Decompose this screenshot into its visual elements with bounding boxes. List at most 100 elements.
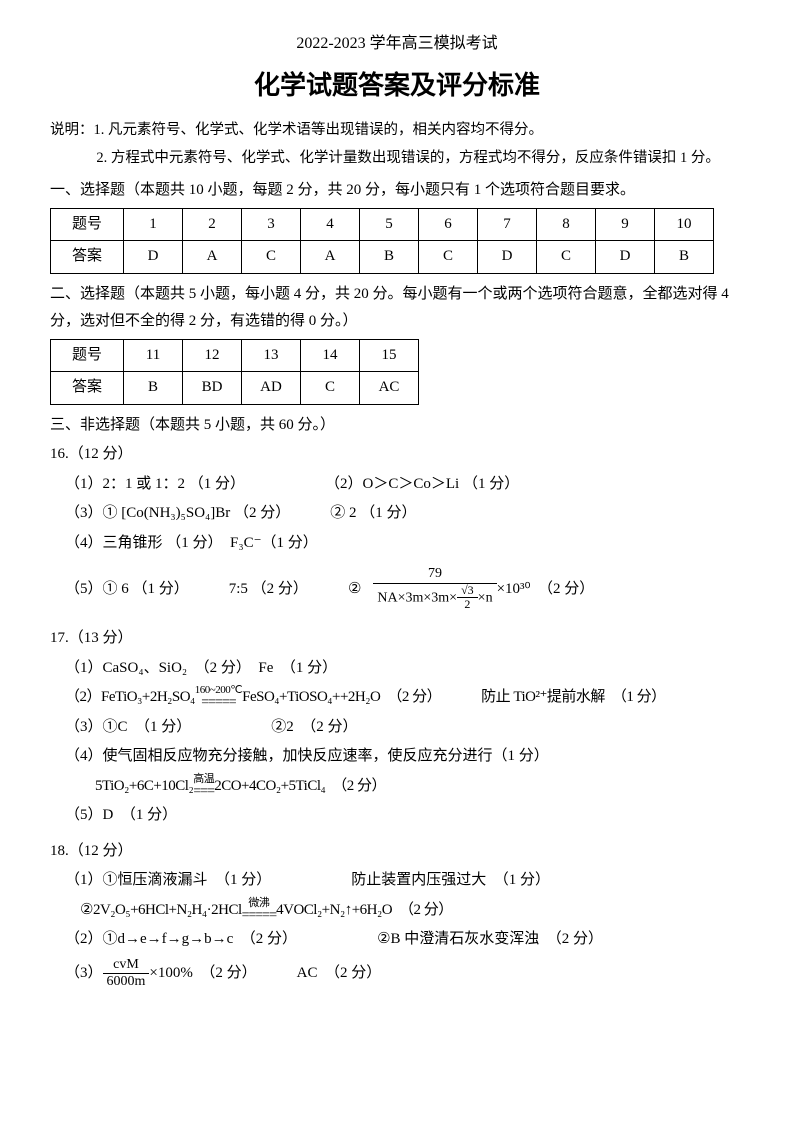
q17-4eq: 5TiO₂+6C+10Cl₂ 高温 === 2CO+4CO₂+5TiCl₄ （2… xyxy=(50,774,744,800)
row-label: 答案 xyxy=(51,241,124,274)
q16-head: 16.（12 分） xyxy=(50,442,744,468)
inner-den: 2 xyxy=(457,598,478,612)
q16-1a: （1）2：1 或 1：2 （1 分） xyxy=(65,472,245,498)
cell: 1 xyxy=(124,208,183,241)
q16-1b: （2）O＞C＞Co＞Li （1 分） xyxy=(325,472,519,498)
cell: B xyxy=(655,241,714,274)
q18-2: （2）①d→e→f→g→b→c （2 分） ②B 中澄清石灰水变浑浊 （2 分） xyxy=(50,927,744,953)
q18-1a: （1）①恒压滴液漏斗 （1 分） 防止装置内压强过大 （1 分） xyxy=(50,868,744,894)
cell: C xyxy=(537,241,596,274)
notes-block: 说明：1. 凡元素符号、化学式、化学术语等出现错误的，相关内容均不得分。 2. … xyxy=(50,117,744,172)
reaction-eq: ===== xyxy=(195,696,242,710)
q18-3c: AC （2 分） xyxy=(297,961,382,987)
cell: C xyxy=(242,241,301,274)
section-2-heading-a: 二、选择题（本题共 5 小题，每小题 4 分，共 20 分。每小题有一个或两个选… xyxy=(50,282,744,308)
q17-head: 17.（13 分） xyxy=(50,626,744,652)
answers-table-1: 题号 1 2 3 4 5 6 7 8 9 10 答案 D A C A B C D… xyxy=(50,208,714,274)
answers-table-2: 题号 11 12 13 14 15 答案 B BD AD C AC xyxy=(50,339,419,405)
q17-4: （4）使气固相反应物充分接触，加快反应速率，使反应充分进行（1 分） xyxy=(50,744,744,770)
row-label: 题号 xyxy=(51,339,124,372)
den-right: ×n xyxy=(478,590,493,605)
q17-1: （1）CaSO₄、SiO₂ （2 分） Fe （1 分） xyxy=(50,656,744,682)
q18-3b: ×100% （2 分） xyxy=(149,961,256,987)
cell: 9 xyxy=(596,208,655,241)
q16-5: （5）① 6 （1 分） 7:5 （2 分） ② 79 NA×3m×3m×√32… xyxy=(50,566,744,612)
table-row: 答案 B BD AD C AC xyxy=(51,372,419,405)
q18-1b-text: 防止装置内压强过大 （1 分） xyxy=(351,868,550,894)
q17-3b: ②2 （2 分） xyxy=(271,715,357,741)
q16-5b: 7:5 （2 分） xyxy=(229,577,308,603)
q18-3-fraction: cvM 6000m xyxy=(103,957,150,990)
frac-num: cvM xyxy=(103,957,150,974)
q18-head: 18.（12 分） xyxy=(50,839,744,865)
inner-num: √3 xyxy=(457,584,478,599)
q18-1a-text: （1）①恒压滴液漏斗 （1 分） xyxy=(65,868,271,894)
table-row: 答案 D A C A B C D C D B xyxy=(51,241,714,274)
cell: BD xyxy=(183,372,242,405)
q17-3: （3）①C （1 分） ②2 （2 分） xyxy=(50,715,744,741)
row-label: 题号 xyxy=(51,208,124,241)
q17-2c: 防止 TiO²⁺提前水解 （1 分） xyxy=(481,685,666,711)
cell: B xyxy=(360,241,419,274)
q17-2a: （2）FeTiO₃+2H₂SO₄ xyxy=(65,685,195,711)
cell: 8 xyxy=(537,208,596,241)
cell: 5 xyxy=(360,208,419,241)
q16-3a: （3）① [Co(NH₃)₅SO₄]Br （2 分） xyxy=(65,501,290,527)
q16-1: （1）2：1 或 1：2 （1 分） （2）O＞C＞Co＞Li （1 分） xyxy=(50,472,744,498)
section-3-heading: 三、非选择题（本题共 5 小题，共 60 分。） xyxy=(50,413,744,439)
frac-den: 6000m xyxy=(103,974,150,990)
cell: D xyxy=(124,241,183,274)
section-1-heading: 一、选择题（本题共 10 小题，每题 2 分，共 20 分，每小题只有 1 个选… xyxy=(50,178,744,204)
q17-2: （2）FeTiO₃+2H₂SO₄ 160~200℃ ===== FeSO₄+Ti… xyxy=(50,685,744,711)
reaction-arrow: 高温 === xyxy=(193,774,214,799)
cell: AC xyxy=(360,372,419,405)
q16-3b: ② 2 （1 分） xyxy=(330,501,416,527)
q18-1c: ②2V₂O₅+6HCl+N₂H₄·2HCl 微沸 ===== 4VOCl₂+N₂… xyxy=(50,898,744,924)
cell: 4 xyxy=(301,208,360,241)
cell: D xyxy=(596,241,655,274)
section-2-heading-b: 分，选对但不全的得 2 分，有选错的得 0 分。） xyxy=(50,309,744,335)
note-line-2: 2. 方程式中元素符号、化学式、化学计量数出现错误的，方程式均不得分，反应条件错… xyxy=(50,145,744,173)
page-title: 化学试题答案及评分标准 xyxy=(50,63,744,107)
cell: 14 xyxy=(301,339,360,372)
den-left: NA×3m×3m× xyxy=(377,590,457,605)
q17-2b: FeSO₄+TiOSO₄++2H₂O （2 分） xyxy=(242,685,441,711)
q16-5-fraction: 79 NA×3m×3m×√32×n xyxy=(373,566,496,612)
q18-2a: （2）①d→e→f→g→b→c （2 分） xyxy=(65,927,297,953)
frac-den: NA×3m×3m×√32×n xyxy=(373,584,496,613)
cell: C xyxy=(301,372,360,405)
cell: D xyxy=(478,241,537,274)
eq-left: 5TiO₂+6C+10Cl₂ xyxy=(95,774,193,800)
cell: A xyxy=(301,241,360,274)
eq-right: 2CO+4CO₂+5TiCl₄ （2 分） xyxy=(214,774,386,800)
cell: A xyxy=(183,241,242,274)
cell: 6 xyxy=(419,208,478,241)
eq-right: 4VOCl₂+N₂↑+6H₂O （2 分） xyxy=(276,898,453,924)
q16-5a: （5）① 6 （1 分） xyxy=(65,577,189,603)
cell: B xyxy=(124,372,183,405)
table-row: 题号 1 2 3 4 5 6 7 8 9 10 xyxy=(51,208,714,241)
q18-2b: ②B 中澄清石灰水变浑浊 （2 分） xyxy=(377,927,603,953)
q18-3: （3） cvM 6000m ×100% （2 分） AC （2 分） xyxy=(50,957,744,990)
table-row: 题号 11 12 13 14 15 xyxy=(51,339,419,372)
reaction-arrow: 160~200℃ ===== xyxy=(195,685,242,710)
q16-5d: ×10³⁰ （2 分） xyxy=(497,577,595,603)
q17-5: （5）D （1 分） xyxy=(50,803,744,829)
cell: 12 xyxy=(183,339,242,372)
q16-3: （3）① [Co(NH₃)₅SO₄]Br （2 分） ② 2 （1 分） xyxy=(50,501,744,527)
cell: 13 xyxy=(242,339,301,372)
q16-4: （4）三角锥形 （1 分） F₃C⁻（1 分） xyxy=(50,531,744,557)
cell: C xyxy=(419,241,478,274)
cell: 3 xyxy=(242,208,301,241)
cell: 11 xyxy=(124,339,183,372)
reaction-eq: === xyxy=(193,785,214,799)
cell: 7 xyxy=(478,208,537,241)
q16-5c: ② xyxy=(348,577,361,603)
reaction-arrow: 微沸 ===== xyxy=(242,898,276,923)
q18-3a: （3） xyxy=(65,961,103,987)
cell: 10 xyxy=(655,208,714,241)
note-line-1: 说明：1. 凡元素符号、化学式、化学术语等出现错误的，相关内容均不得分。 xyxy=(50,117,744,145)
eq-left: ②2V₂O₅+6HCl+N₂H₄·2HCl xyxy=(80,898,242,924)
row-label: 答案 xyxy=(51,372,124,405)
header-year: 2022-2023 学年高三模拟考试 xyxy=(50,30,744,57)
